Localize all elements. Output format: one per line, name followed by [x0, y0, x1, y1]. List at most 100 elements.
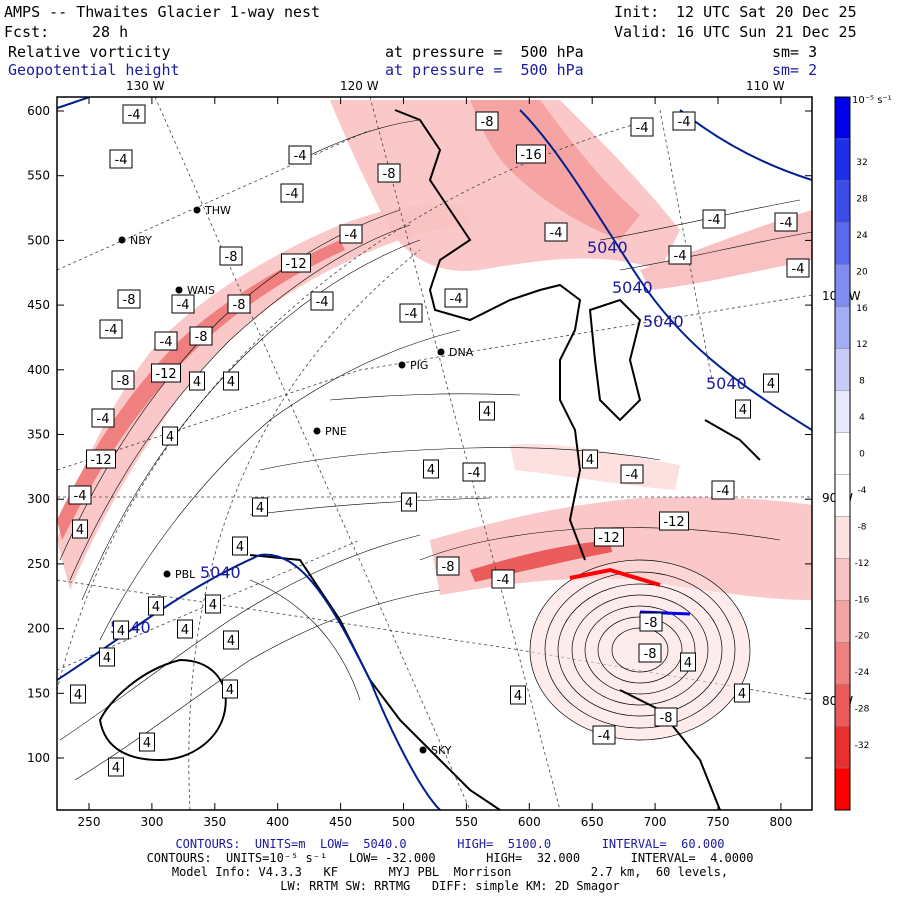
vort-label: -4 — [708, 213, 721, 228]
vort-label: -4 — [468, 466, 481, 481]
vort-label: 4 — [405, 496, 413, 511]
y-tick-label: 400 — [27, 363, 50, 377]
colorbar-tick-label: 12 — [856, 340, 867, 350]
x-axis: 250 300 350 400 450 500 550 600 650 700 750 800 — [78, 97, 792, 829]
vort-label: -12 — [285, 257, 306, 272]
x-tick-label: 750 — [707, 815, 730, 829]
vort-label-box — [339, 224, 363, 244]
vort-label: -4 — [636, 121, 649, 136]
colorbar-segment — [834, 306, 851, 349]
lon-label-110w: 110 W — [746, 79, 785, 93]
vort-label: 4 — [117, 624, 125, 639]
vort-label-box — [735, 399, 751, 419]
vort-label: -4 — [345, 228, 358, 243]
vort-label: 4 — [256, 501, 264, 516]
vort-label: -8 — [481, 115, 494, 130]
cluster-ring-2 — [544, 571, 736, 729]
vort-label: -8 — [195, 330, 208, 345]
field2-level: at pressure = 500 hPa — [385, 61, 584, 79]
colorbar-tick-label: -20 — [855, 632, 870, 642]
vort-label: -4 — [74, 489, 87, 504]
vort-label-box — [436, 556, 460, 576]
vort-label-box — [177, 619, 193, 639]
vort-label-box — [68, 485, 92, 505]
y-tick-label: 100 — [27, 751, 50, 765]
coast-ice-shelf — [619, 689, 721, 810]
y-tick-label: 300 — [27, 492, 50, 506]
vort-label: -12 — [155, 367, 176, 382]
station-label: THW — [204, 204, 231, 217]
vort-label-box — [288, 145, 312, 165]
vort-label: -4 — [128, 108, 141, 123]
station-marker — [313, 427, 321, 435]
colorbar-segment — [834, 180, 851, 224]
y-axis: 100 150 200 250 300 350 400 450 500 550 600 — [27, 104, 812, 765]
colorbar-segment — [834, 516, 851, 559]
vort-label-box — [162, 426, 178, 446]
lon-label-130w: 130 W — [126, 79, 165, 93]
colorbar-tick-label: -4 — [858, 486, 867, 496]
y-tick-label: 350 — [27, 428, 50, 442]
height-5040-west — [57, 553, 441, 810]
station-label: PIG — [410, 359, 428, 372]
grid-parallel-100w — [57, 294, 812, 471]
colorbar-segment — [834, 642, 851, 685]
colorbar-segment — [834, 96, 851, 140]
colorbar-tick-label: 4 — [859, 413, 865, 423]
field2-smoothing: sm= 2 — [772, 61, 818, 79]
x-tick-label: 450 — [329, 815, 352, 829]
station-marker — [175, 286, 183, 294]
vort-label: 4 — [483, 405, 491, 420]
height-label-1: 5040 — [587, 238, 628, 257]
vort-label: -4 — [678, 115, 691, 130]
vort-label-box — [139, 732, 155, 752]
coast-southwest — [249, 554, 501, 810]
vort-label-box — [148, 596, 164, 616]
y-tick-label: 550 — [27, 169, 50, 183]
colorbar-tick-label: 28 — [856, 194, 868, 204]
station-marker — [437, 348, 445, 356]
vort-label-box — [122, 104, 146, 124]
vort-label-box — [399, 303, 423, 323]
height-5040-ne — [679, 109, 812, 181]
vort-label-box — [668, 245, 692, 265]
x-tick-label: 700 — [644, 815, 667, 829]
vort-label-box — [582, 449, 598, 469]
vort-label: -4 — [626, 468, 639, 483]
vort-contour-3 — [81, 239, 421, 601]
colorbar-tick-label: -8 — [858, 522, 867, 532]
footer-height-contours: CONTOURS: UNITS=m LOW= 5040.0 HIGH= 5100… — [175, 837, 725, 851]
vort-label: -4 — [780, 216, 793, 231]
vort-label: -8 — [644, 647, 657, 662]
vort-label-box — [151, 363, 181, 383]
grid-meridian-130w — [154, 97, 471, 810]
vort-label-box — [444, 288, 468, 308]
stations: NBY THW WAIS PIG PNE PBL SKY DNA — [118, 204, 474, 757]
vort-label-box — [109, 149, 133, 169]
vort-label-box — [786, 258, 810, 278]
vort-contour-8 — [249, 497, 491, 516]
coast-lake — [98, 658, 227, 762]
vort-label: 4 — [181, 623, 189, 638]
vort-label: 4 — [227, 375, 235, 390]
vort-label: -8 — [123, 293, 136, 308]
vort-contour-13 — [599, 199, 801, 241]
coastlines — [98, 109, 761, 810]
vort-label-box — [638, 643, 662, 663]
height-label-6: 5040 — [200, 563, 241, 582]
cluster-line-red — [569, 567, 661, 587]
vort-label-box — [154, 331, 178, 351]
field1-level: at pressure = 500 hPa — [385, 43, 584, 61]
init-label: Init: — [614, 3, 660, 21]
vort-label: 4 — [74, 688, 82, 703]
vort-label: -4 — [115, 153, 128, 168]
vort-label: -4 — [286, 187, 299, 202]
fcst-label: Fcst: — [4, 23, 50, 41]
vort-contour-9 — [329, 393, 521, 401]
footer-physics: LW: RRTM SW: RRTMG DIFF: simple KM: 2D S… — [280, 879, 620, 893]
vort-contour-6 — [74, 589, 441, 781]
height-5040-east — [519, 109, 812, 431]
vort-label: -4 — [497, 573, 510, 588]
colorbar-segment — [834, 558, 851, 601]
height-label-3: 5040 — [643, 312, 684, 331]
